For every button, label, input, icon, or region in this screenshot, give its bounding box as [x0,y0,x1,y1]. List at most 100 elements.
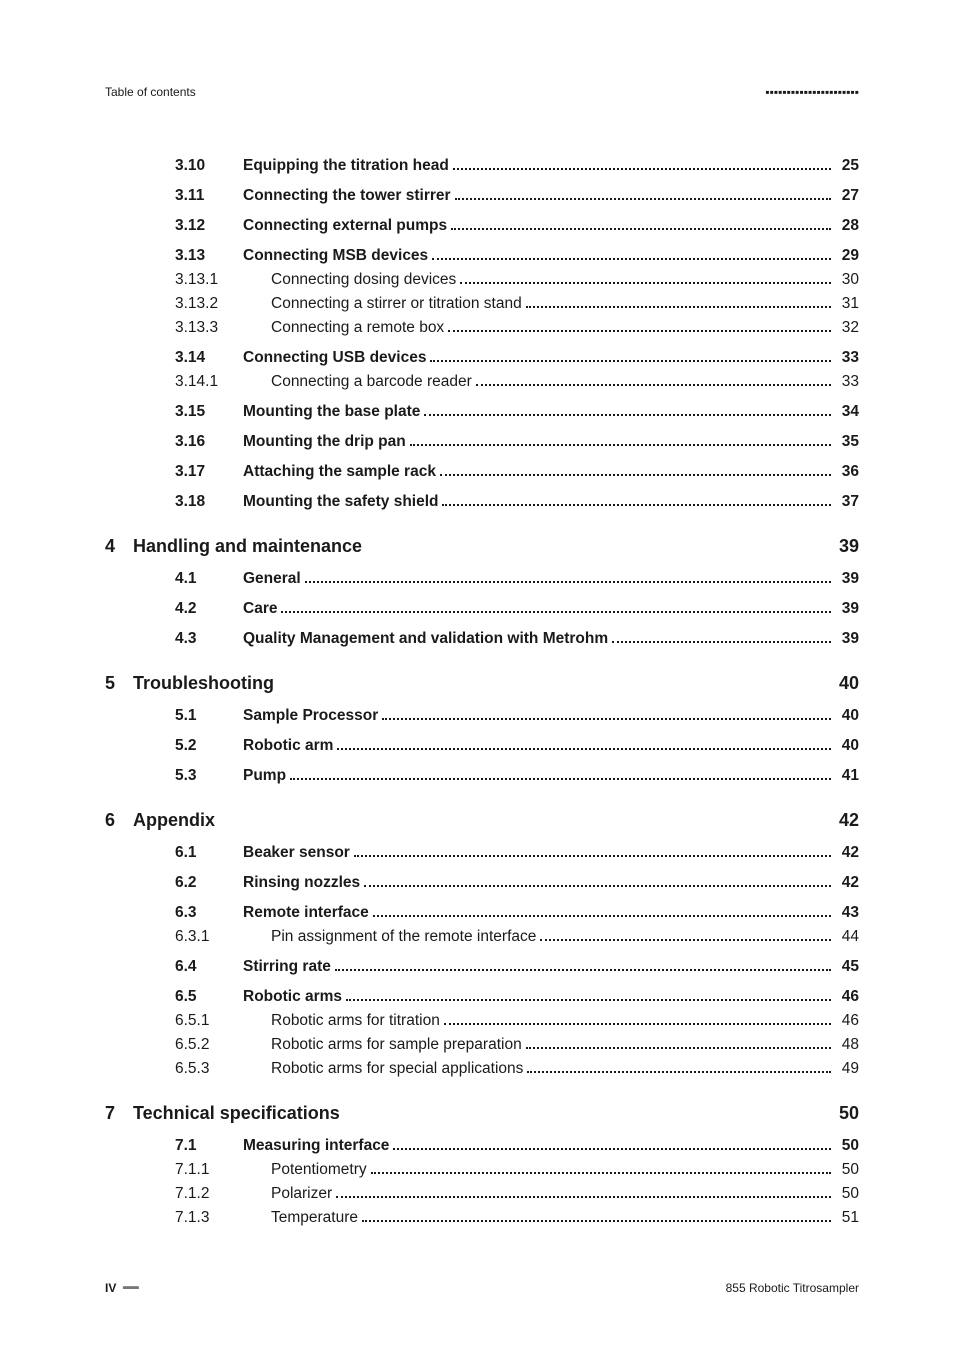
toc-entry-number: 6.3.1 [175,925,243,949]
toc-section-heading: 7Technical specifications50 [105,1103,859,1124]
toc-entry-number: 3.10 [175,154,243,178]
toc-entry-page: 51 [835,1206,859,1230]
toc-entry: 6.5Robotic arms46 [175,985,859,1009]
toc-entry-label: Robotic arm [243,734,333,758]
toc-entry: 5.3Pump41 [175,764,859,788]
toc-entry-page: 32 [835,316,859,340]
toc-entry-page: 50 [835,1182,859,1206]
section-page: 42 [839,810,859,831]
toc-section-items: 5.1Sample Processor405.2Robotic arm405.3… [175,704,859,788]
toc-leader-dots [290,768,831,780]
toc-entry-number: 6.3 [175,901,243,925]
toc-entry: 3.15Mounting the base plate34 [175,400,859,424]
toc-entry-label: Connecting USB devices [243,346,426,370]
footer-product-name: 855 Robotic Titrosampler [726,1281,859,1295]
toc-entry-page: 48 [835,1033,859,1057]
page-footer: IV ▪▪▪▪▪▪▪▪ 855 Robotic Titrosampler [105,1281,859,1295]
toc-entry-number: 4.1 [175,567,243,591]
toc-entry-page: 46 [835,1009,859,1033]
toc-entry-page: 30 [835,268,859,292]
toc-entry-page: 39 [835,627,859,651]
toc-entry: 5.1Sample Processor40 [175,704,859,728]
toc-entry-label: Connecting the tower stirrer [243,184,451,208]
toc-leader-dots [281,601,831,613]
toc-entry: 3.14.1Connecting a barcode reader33 [175,370,859,394]
toc-entry-page: 42 [835,871,859,895]
toc-entry-number: 3.13.2 [175,292,243,316]
footer-decoration: ▪▪▪▪▪▪▪▪ [122,1282,137,1294]
toc-entry: 6.4Stirring rate45 [175,955,859,979]
toc-entry-page: 41 [835,764,859,788]
toc-entry-page: 39 [835,567,859,591]
toc-entry-number: 3.14 [175,346,243,370]
toc-entry: 7.1.3Temperature51 [175,1206,859,1230]
toc-entry: 7.1.2Polarizer50 [175,1182,859,1206]
toc-entry: 3.13.3Connecting a remote box32 [175,316,859,340]
toc-entry-page: 43 [835,901,859,925]
toc-leader-dots [336,1186,831,1198]
toc-entry: 6.3.1Pin assignment of the remote interf… [175,925,859,949]
toc-entry-number: 7.1.2 [175,1182,243,1206]
section-page: 39 [839,536,859,557]
toc-leader-dots [440,464,831,476]
toc-section-items: 6.1Beaker sensor426.2Rinsing nozzles426.… [175,841,859,1081]
toc-entry-number: 4.2 [175,597,243,621]
toc-entry-number: 4.3 [175,627,243,651]
toc-entry-page: 39 [835,597,859,621]
toc-entry-label: Connecting external pumps [243,214,447,238]
footer-left: IV ▪▪▪▪▪▪▪▪ [105,1281,138,1295]
toc-entry: 3.13.2Connecting a stirrer or titration … [175,292,859,316]
toc-entry: 3.16Mounting the drip pan35 [175,430,859,454]
toc-entry-number: 3.13.1 [175,268,243,292]
toc-entry: 3.11Connecting the tower stirrer27 [175,184,859,208]
toc-pre-section-group: 3.10Equipping the titration head253.11Co… [175,154,859,514]
toc-leader-dots [451,218,831,230]
toc-entry-page: 49 [835,1057,859,1081]
table-of-contents: 3.10Equipping the titration head253.11Co… [105,154,859,1231]
toc-leader-dots [540,929,831,941]
toc-entry: 6.5.3Robotic arms for special applicatio… [175,1057,859,1081]
toc-entry-number: 6.2 [175,871,243,895]
toc-entry-page: 46 [835,985,859,1009]
section-title: Technical specifications [133,1103,839,1124]
toc-entry-page: 50 [835,1158,859,1182]
toc-entry: 4.1General 39 [175,567,859,591]
toc-entry: 7.1.1Potentiometry50 [175,1158,859,1182]
toc-entry-label: Attaching the sample rack [243,460,436,484]
toc-entry-label: Robotic arms for titration [243,1009,440,1033]
toc-entry-label: Connecting a stirrer or titration stand [243,292,522,316]
toc-entry-label: General [243,567,301,591]
toc-entry-number: 3.11 [175,184,243,208]
toc-entry-number: 7.1.3 [175,1206,243,1230]
toc-leader-dots [453,158,831,170]
toc-entry-number: 3.13.3 [175,316,243,340]
toc-entry-label: Potentiometry [243,1158,367,1182]
toc-leader-dots [382,708,831,720]
toc-entry-label: Pin assignment of the remote interface [243,925,536,949]
toc-entry-number: 6.5.1 [175,1009,243,1033]
toc-leader-dots [371,1162,831,1174]
toc-entry-number: 3.18 [175,490,243,514]
toc-entry-number: 6.4 [175,955,243,979]
toc-entry-number: 3.15 [175,400,243,424]
toc-leader-dots [476,374,831,386]
toc-entry-label: Connecting MSB devices [243,244,428,268]
toc-leader-dots [526,1037,831,1049]
header-left-text: Table of contents [105,85,196,99]
toc-entry-label: Connecting dosing devices [243,268,456,292]
toc-entry-number: 3.13 [175,244,243,268]
toc-leader-dots [337,738,831,750]
toc-leader-dots [444,1013,831,1025]
toc-entry-page: 36 [835,460,859,484]
toc-sections-container: 4Handling and maintenance394.1General394… [105,536,859,1230]
toc-entry: 6.5.1Robotic arms for titration 46 [175,1009,859,1033]
toc-entry: 4.3Quality Management and validation wit… [175,627,859,651]
toc-entry: 3.13.1Connecting dosing devices 30 [175,268,859,292]
toc-entry-page: 25 [835,154,859,178]
toc-entry-number: 5.1 [175,704,243,728]
toc-entry-number: 7.1 [175,1134,243,1158]
toc-entry-number: 3.17 [175,460,243,484]
toc-entry-page: 50 [835,1134,859,1158]
toc-leader-dots [460,272,831,284]
toc-entry-number: 6.5 [175,985,243,1009]
